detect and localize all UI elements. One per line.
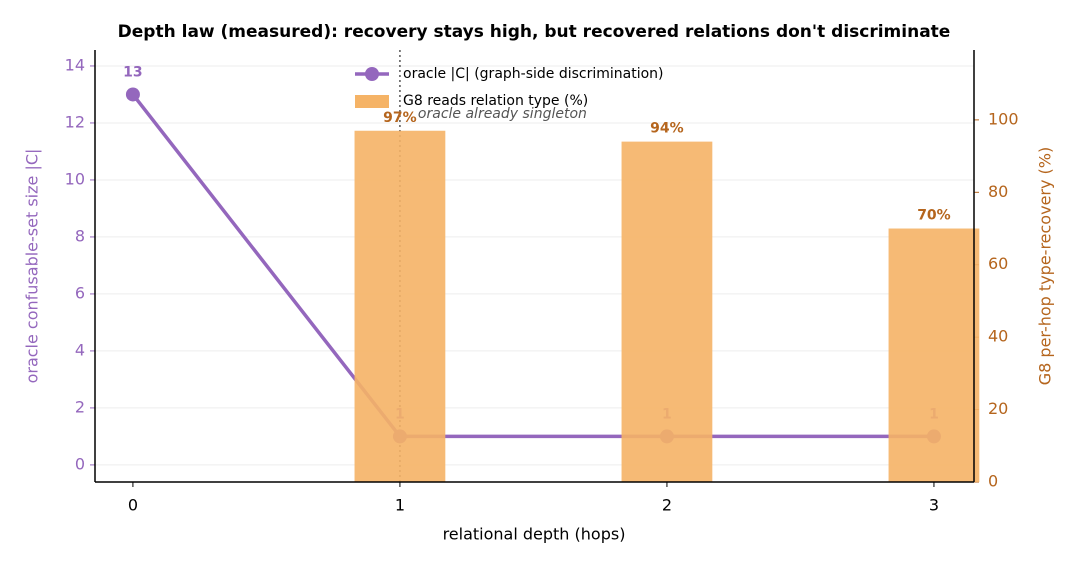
y2-tick-label: 0 [988, 472, 998, 491]
y-tick-label: 12 [65, 112, 85, 131]
x-tick-label: 1 [395, 496, 405, 515]
y2-tick-label: 100 [988, 109, 1019, 128]
y2-tick-label: 20 [988, 399, 1008, 418]
y-tick-label: 8 [75, 226, 85, 245]
x-tick-label: 3 [929, 496, 939, 515]
x-axis-label: relational depth (hops) [443, 525, 626, 544]
y-axis-label: oracle confusable-set size |C| [23, 149, 42, 384]
data-label: 70% [917, 208, 951, 224]
data-label: 97% [383, 110, 417, 126]
legend-label: G8 reads relation type (%) [403, 93, 588, 109]
x-tick-label: 2 [662, 496, 672, 515]
y-tick-label: 10 [65, 169, 85, 188]
y2-tick-label: 60 [988, 254, 1008, 273]
bar [354, 130, 446, 483]
y2-tick-label: 80 [988, 182, 1008, 201]
legend-swatch [365, 67, 379, 81]
data-label: 13 [123, 64, 142, 80]
legend-label: oracle |C| (graph-side discrimination) [403, 66, 664, 82]
annotation-text: oracle already singleton [418, 106, 587, 122]
bar [888, 228, 980, 482]
y-tick-label: 6 [75, 283, 85, 302]
chart-title: Depth law (measured): recovery stays hig… [118, 22, 951, 42]
y-tick-label: 0 [75, 454, 85, 473]
y-tick-label: 2 [75, 397, 85, 416]
marker [125, 87, 140, 102]
y-tick-label: 14 [65, 55, 85, 74]
y2-axis-label: G8 per-hop type-recovery (%) [1036, 147, 1055, 385]
data-label: 94% [650, 121, 684, 137]
legend-swatch [355, 95, 389, 108]
bar [621, 141, 713, 482]
x-tick-label: 0 [128, 496, 138, 515]
y-tick-label: 4 [75, 340, 85, 359]
line [131, 93, 934, 439]
y2-tick-label: 40 [988, 327, 1008, 346]
